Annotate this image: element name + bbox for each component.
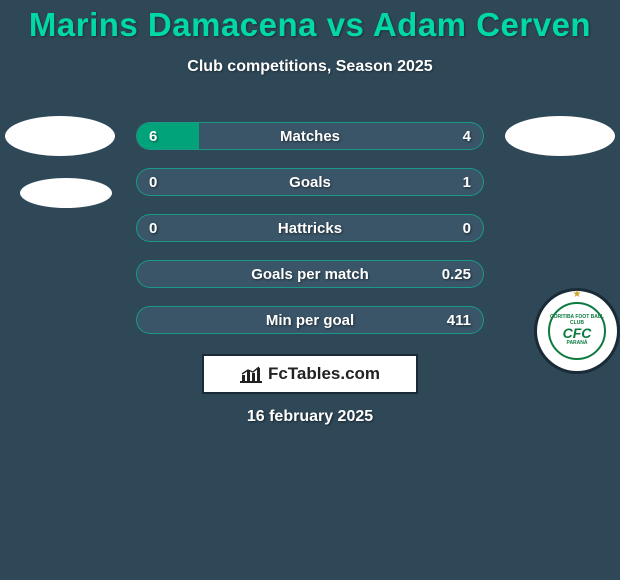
bar-label: Matches (137, 123, 483, 150)
badge-bottom-text: PARANÁ (566, 341, 587, 347)
oval-shape (505, 116, 615, 156)
chart-icon (240, 365, 262, 383)
bar-value-left: 6 (149, 123, 157, 150)
bar-label: Goals (137, 169, 483, 196)
bar-value-right: 0 (463, 215, 471, 242)
bar-label: Hattricks (137, 215, 483, 242)
club-badge: CORITIBA FOOT BALL CLUB CFC PARANÁ (534, 288, 620, 374)
stat-bar: Matches6 4 (136, 122, 484, 150)
bar-value-left: 0 (149, 169, 157, 196)
bar-label: Goals per match (137, 261, 483, 288)
bar-value-right: 411 (447, 307, 471, 334)
oval-shape (20, 178, 112, 208)
bar-value-right: 1 (463, 169, 471, 196)
bar-value-right: 4 (463, 123, 471, 150)
oval-shape (5, 116, 115, 156)
stat-bar: Goals0 1 (136, 168, 484, 196)
date-text: 16 february 2025 (0, 408, 620, 426)
brand-box: FcTables.com (202, 354, 418, 394)
subtitle: Club competitions, Season 2025 (0, 58, 620, 76)
bar-label: Min per goal (137, 307, 483, 334)
page-title: Marins Damacena vs Adam Cerven (0, 0, 620, 44)
stats-bars: Matches64Goals01Hattricks00Goals per mat… (136, 122, 484, 352)
left-player-placeholder (0, 112, 120, 208)
bar-value-right: 0.25 (442, 261, 471, 288)
club-badge-inner: CORITIBA FOOT BALL CLUB CFC PARANÁ (548, 302, 606, 360)
brand-text: FcTables.com (268, 364, 380, 384)
bar-value-left: 0 (149, 215, 157, 242)
right-player-placeholder: CORITIBA FOOT BALL CLUB CFC PARANÁ (500, 112, 620, 156)
stat-bar: Hattricks0 0 (136, 214, 484, 242)
stat-bar: Min per goal411 (136, 306, 484, 334)
stat-bar: Goals per match0.25 (136, 260, 484, 288)
